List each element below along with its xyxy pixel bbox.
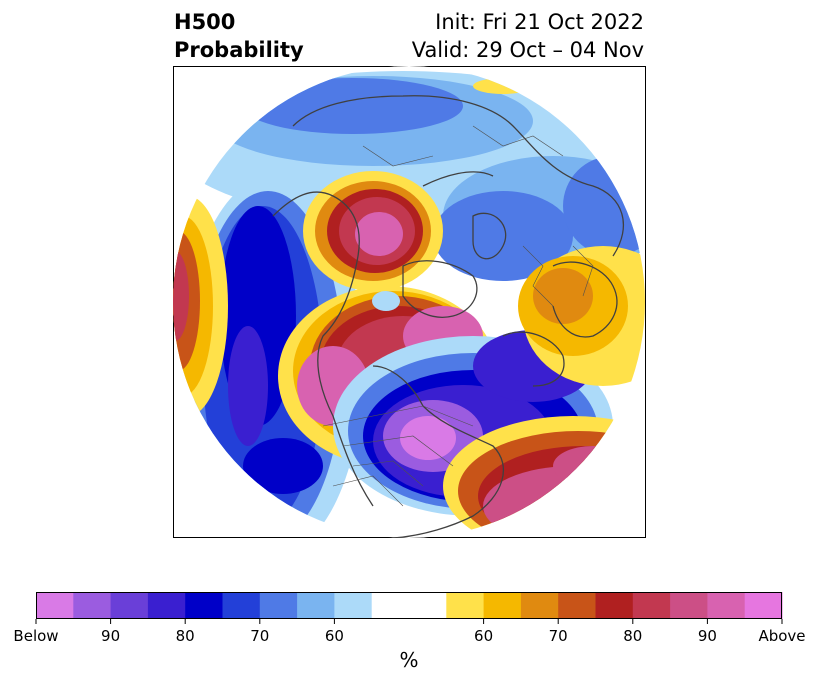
colorbar-tick-label: 90 [697,627,717,645]
colorbar-frame [36,592,782,619]
colorbar-cell [670,592,708,619]
colorbar-cell [409,592,447,619]
title-init: Init: Fri 21 Oct 2022 [435,10,644,34]
colorbar-tick-label: 90 [101,627,121,645]
colorbar-tick-label: Below [13,627,59,645]
title-left: H500 Probability [174,8,304,64]
colorbar-cell [147,592,186,619]
colorbar-cell [36,592,74,619]
colorbar-cell [259,592,298,619]
colorbar-cell [110,592,149,619]
title-valid: Valid: 29 Oct – 04 Nov [411,38,644,62]
colorbar-cell [222,592,261,619]
colorbar-cell [185,592,223,619]
title-product: Probability [174,38,304,62]
colorbar-tick-label: 80 [623,627,643,645]
colorbar-tick-label: 80 [175,627,195,645]
colorbar-cell [744,592,783,619]
colorbar-cell [632,592,671,619]
title-variable: H500 [174,10,236,34]
probability-field [173,66,645,538]
coastlines [272,95,624,538]
colorbar-cell [483,592,522,619]
colorbar-cell [520,592,559,619]
colorbar-unit: % [399,648,419,672]
colorbar-tick-label: 70 [548,627,568,645]
colorbar-tickmarks [35,619,783,624]
colorbar [35,592,783,624]
colorbar-tick-label: 60 [324,627,344,645]
probability-map [173,66,646,538]
colorbar-cell [73,592,112,619]
colorbar-tick-label: 60 [474,627,494,645]
colorbar-cell [334,592,373,619]
borders [322,125,594,507]
colorbar-cell [707,592,746,619]
colorbar-tick-label: Above [758,627,806,645]
colorbar-tick-label: 70 [250,627,270,645]
colorbar-cell [371,592,410,619]
colorbar-cell [297,592,335,619]
title-right: Init: Fri 21 Oct 2022 Valid: 29 Oct – 04… [412,8,644,64]
colorbar-cells [36,592,783,619]
colorbar-cell [595,592,634,619]
colorbar-cell [558,592,596,619]
colorbar-cell [446,592,485,619]
